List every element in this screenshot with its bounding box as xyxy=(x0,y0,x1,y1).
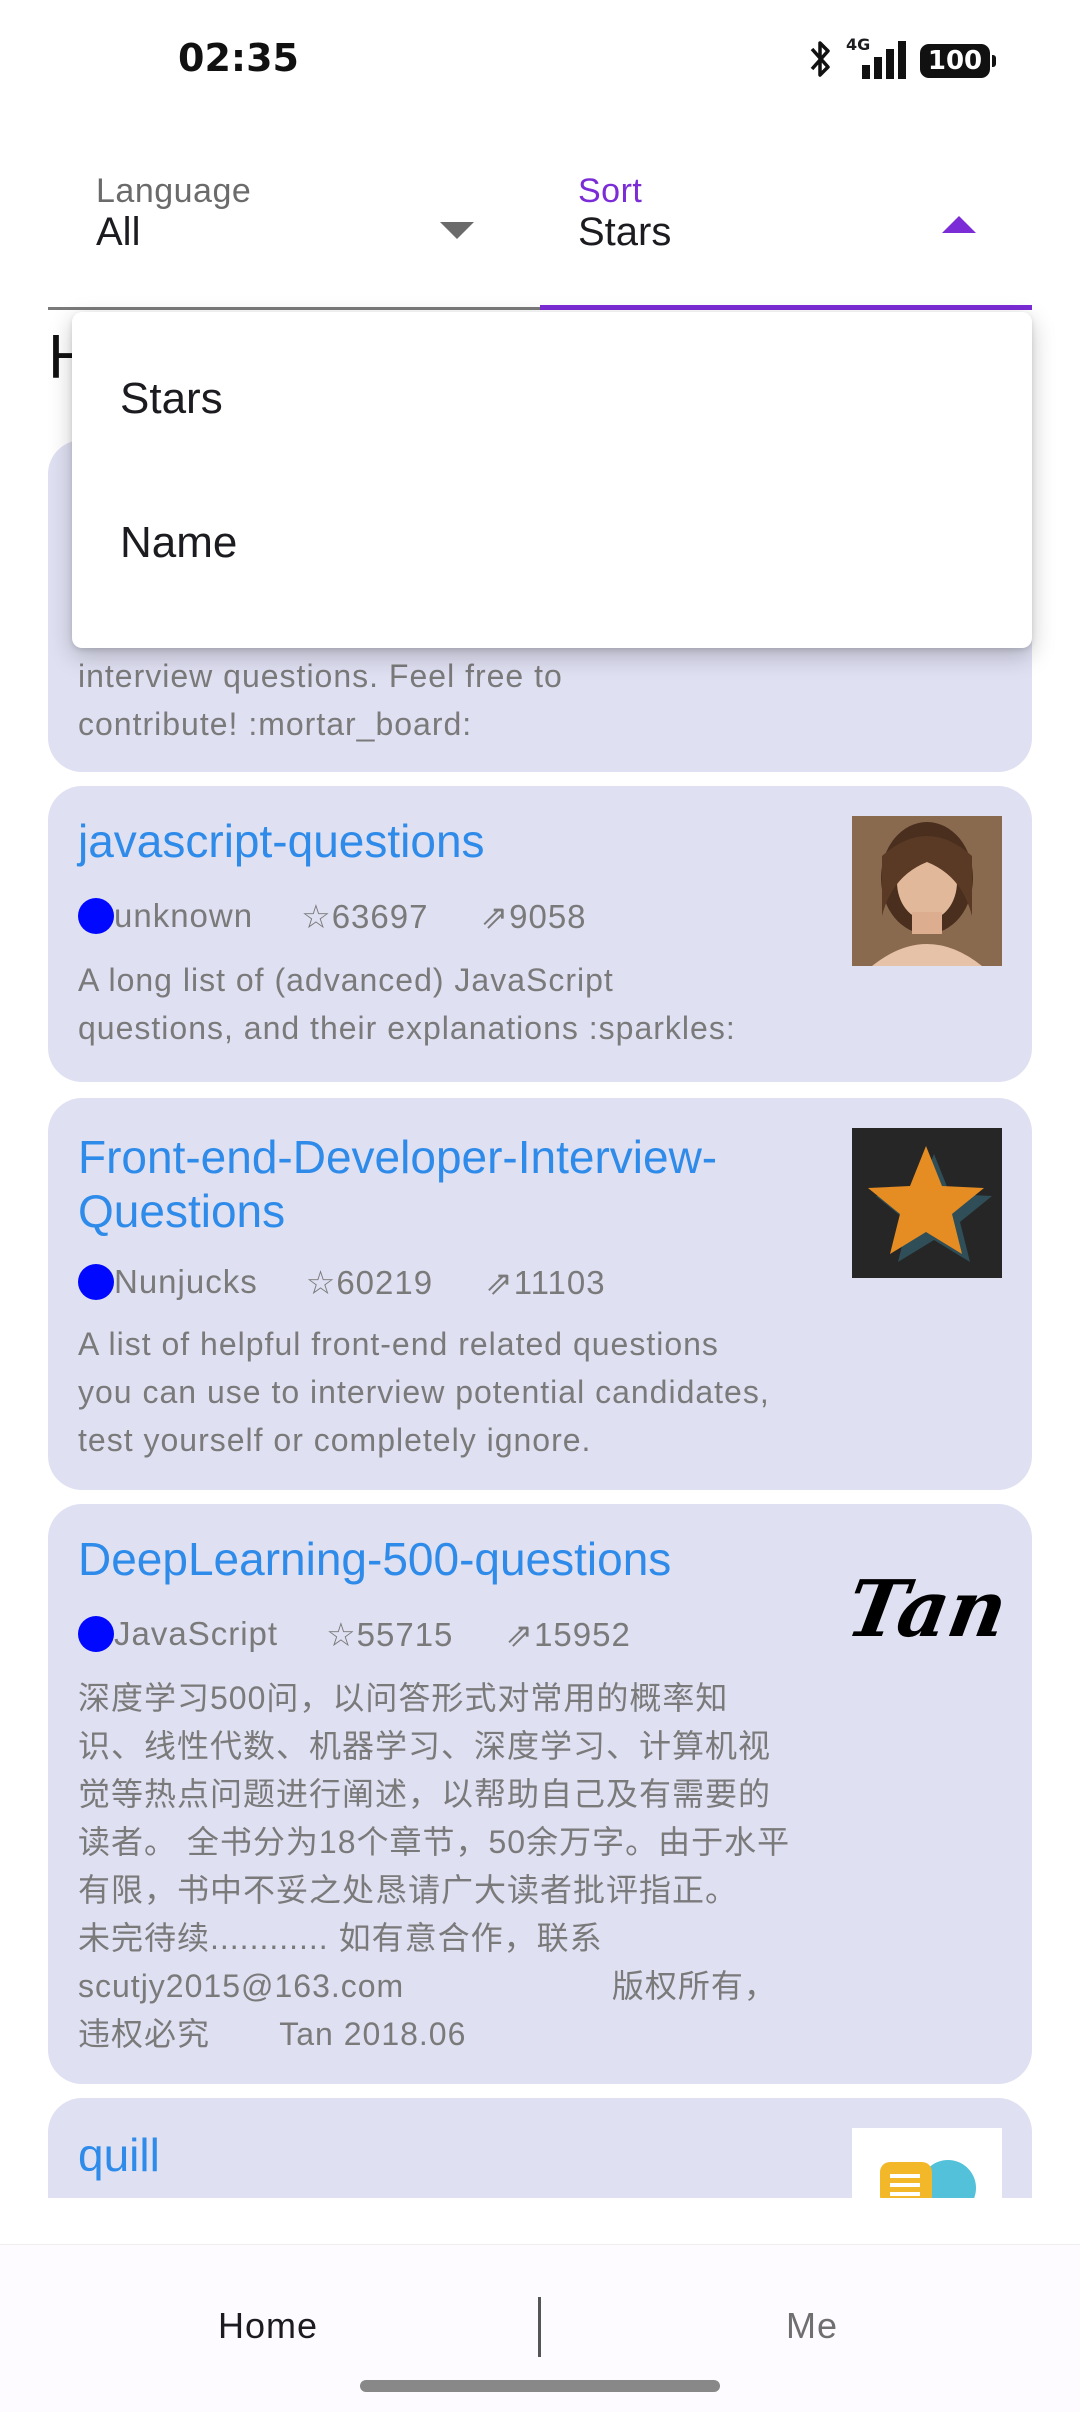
language-color-dot xyxy=(78,1616,114,1652)
owner-avatar xyxy=(852,1128,1002,1278)
chevron-down-icon xyxy=(440,222,474,239)
status-bar: 02:35 4G 100 xyxy=(0,0,1080,120)
repo-forks: ⇗9058 xyxy=(480,897,587,935)
sort-value: Stars xyxy=(578,210,672,254)
nav-me[interactable]: Me xyxy=(786,2305,839,2346)
status-icons: 4G 100 xyxy=(808,35,996,84)
repo-meta: unknown ☆63697 ⇗9058 xyxy=(78,896,587,936)
repo-description: 深度学习500问，以问答形式对常用的概率知 识、线性代数、机器学习、深度学习、计… xyxy=(78,1680,791,2052)
battery-icon: 100 xyxy=(920,44,996,78)
status-time: 02:35 xyxy=(178,36,299,80)
repo-language: unknown xyxy=(114,897,254,934)
repo-stars: ☆55715 xyxy=(326,1615,454,1653)
language-color-dot xyxy=(78,1264,114,1300)
owner-avatar-text: Tan xyxy=(852,1563,1002,1655)
bluetooth-icon xyxy=(808,39,834,84)
repo-title[interactable]: Front-end-Developer-Interview-Questions xyxy=(78,1131,718,1237)
repo-stars: ☆63697 xyxy=(301,897,429,935)
network-type-label: 4G xyxy=(846,35,871,54)
repo-list[interactable]: interview questions. Feel free to contri… xyxy=(48,440,1032,2198)
repo-meta: JavaScript ☆55715 ⇗15952 xyxy=(78,1614,631,1654)
repo-title[interactable]: javascript-questions xyxy=(78,815,485,867)
owner-avatar: Tan xyxy=(852,1534,1002,1684)
home-indicator[interactable] xyxy=(360,2380,720,2392)
nav-divider xyxy=(538,2297,541,2357)
owner-avatar xyxy=(852,816,1002,966)
sort-menu: Stars Name xyxy=(72,312,1032,648)
repo-stars: ☆60219 xyxy=(305,1263,434,1301)
repo-forks: ⇗11103 xyxy=(485,1263,606,1301)
language-value: All xyxy=(96,210,141,254)
repo-description: A list of helpful front-end related ques… xyxy=(78,1326,770,1458)
repo-forks: ⇗15952 xyxy=(505,1615,631,1653)
sort-option-stars[interactable]: Stars xyxy=(120,374,223,423)
repo-title[interactable]: quill xyxy=(78,2129,160,2181)
repo-language: Nunjucks xyxy=(114,1263,258,1300)
repo-language: JavaScript xyxy=(114,1615,279,1652)
chevron-up-icon xyxy=(942,216,976,233)
repo-description: A long list of (advanced) JavaScript que… xyxy=(78,962,736,1046)
repo-card[interactable]: DeepLearning-500-questions JavaScript ☆5… xyxy=(48,1504,1032,2084)
language-color-dot xyxy=(78,898,114,934)
sort-dropdown[interactable]: Sort Stars xyxy=(540,150,1032,310)
repo-card[interactable]: Front-end-Developer-Interview-Questions … xyxy=(48,1098,1032,1490)
nav-home[interactable]: Home xyxy=(218,2305,319,2346)
language-dropdown[interactable]: Language All xyxy=(48,150,540,310)
repo-title[interactable]: DeepLearning-500-questions xyxy=(78,1533,672,1585)
sort-label: Sort xyxy=(578,172,643,210)
repo-card[interactable]: quill xyxy=(48,2098,1032,2198)
owner-avatar xyxy=(852,2128,1002,2198)
filter-bar: Language All Sort Stars xyxy=(48,150,1032,310)
signal-icon: 4G xyxy=(846,35,906,81)
repo-description: interview questions. Feel free to contri… xyxy=(78,658,563,742)
repo-card[interactable]: javascript-questions unknown ☆63697 ⇗905… xyxy=(48,786,1032,1082)
sort-option-name[interactable]: Name xyxy=(120,518,238,567)
repo-meta: Nunjucks ☆60219 ⇗11103 xyxy=(78,1262,606,1302)
language-label: Language xyxy=(96,172,252,210)
